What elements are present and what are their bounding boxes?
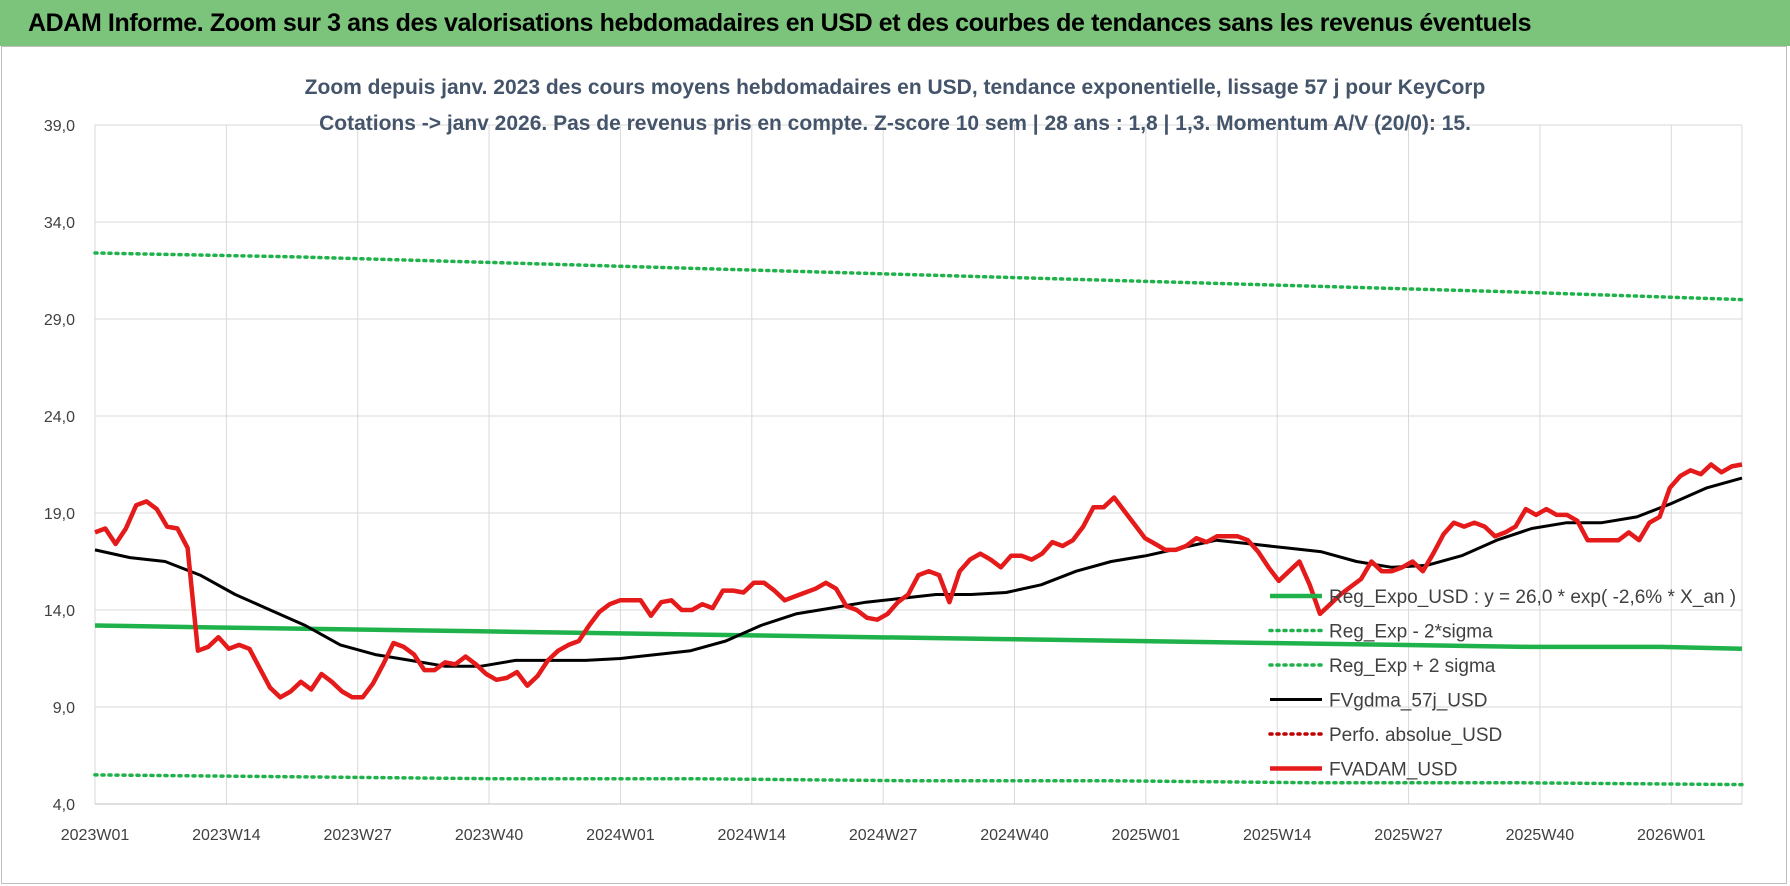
y-tick-label: 19,0 [44,506,75,523]
y-tick-label: 34,0 [44,215,75,232]
y-tick-label: 29,0 [44,312,75,329]
y-tick-label: 4,0 [53,797,75,814]
series-line-3 [94,476,1743,668]
report-banner: ADAM Informe. Zoom sur 3 ans des valoris… [0,0,1790,46]
y-tick-label: 14,0 [44,603,75,620]
legend-label: FVgdma_57j_USD [1329,691,1487,712]
x-tick-label: 2023W27 [323,827,392,844]
x-tick-label: 2024W27 [849,827,918,844]
x-tick-label: 2024W40 [980,827,1049,844]
y-tick-label: 39,0 [44,118,75,135]
x-tick-label: 2023W40 [455,827,524,844]
series-line-5 [94,462,1743,700]
series-line-0 [94,623,1743,652]
y-tick-label: 24,0 [44,409,75,426]
legend-label: Reg_Expo_USD : y = 26,0 * exp( -2,6% * X… [1329,587,1736,608]
chart-subtitle: Cotations -> janv 2026. Pas de revenus p… [319,112,1471,135]
legend-label: Reg_Exp - 2*sigma [1329,622,1493,643]
x-tick-label: 2026W01 [1637,827,1706,844]
x-tick-label: 2023W14 [192,827,261,844]
legend-label: FVADAM_USD [1329,760,1457,781]
x-tick-label: 2024W01 [586,827,655,844]
series-line-1 [93,773,1744,787]
report-title: ADAM Informe. Zoom sur 3 ans des valoris… [28,8,1532,37]
series-line-2 [93,251,1744,302]
legend-label: Perfo. absolue_USD [1329,725,1502,746]
x-tick-label: 2025W14 [1243,827,1312,844]
chart-legend: Reg_Expo_USD : y = 26,0 * exp( -2,6% * X… [1268,587,1736,781]
chart-series [93,251,1744,787]
x-tick-label: 2025W40 [1506,827,1575,844]
x-tick-label: 2023W01 [61,827,130,844]
x-axis-ticks: 2023W01 2023W14 2023W27 2023W40 2024W01 2024W… [61,827,1706,844]
chart-title: Zoom depuis janv. 2023 des cours moyens … [305,76,1486,99]
chart-frame [1,46,1787,884]
x-tick-label: 2025W01 [1112,827,1181,844]
y-axis-ticks: 4,0 9,0 14,0 19,0 24,0 29,0 34,0 39,0 [44,118,75,814]
x-tick-label: 2024W14 [718,827,787,844]
legend-label: Reg_Exp + 2 sigma [1329,656,1496,677]
chart-grid [94,124,1743,805]
y-tick-label: 9,0 [53,700,75,717]
x-tick-label: 2025W27 [1374,827,1443,844]
